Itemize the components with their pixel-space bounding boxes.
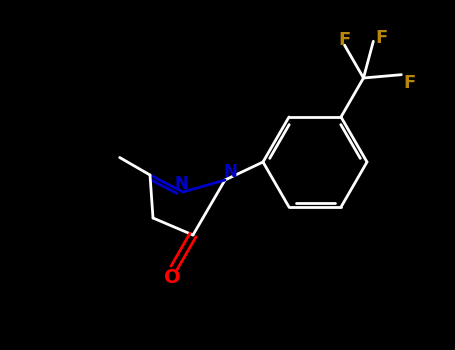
Text: N: N [223,163,237,181]
Text: F: F [339,31,351,49]
Text: O: O [164,268,180,287]
Text: N: N [174,175,188,193]
Text: F: F [375,29,388,47]
Text: F: F [403,74,415,92]
